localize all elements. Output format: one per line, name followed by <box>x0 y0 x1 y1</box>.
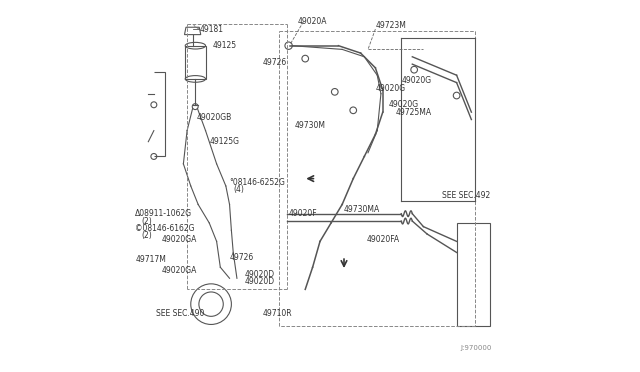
Text: 49726: 49726 <box>230 253 254 263</box>
Text: SEE SEC.490: SEE SEC.490 <box>156 309 204 318</box>
Text: 49730M: 49730M <box>294 121 325 129</box>
Text: 49020F: 49020F <box>289 209 317 218</box>
Text: (2): (2) <box>141 231 152 240</box>
Text: 49717M: 49717M <box>136 255 166 264</box>
Text: (4): (4) <box>233 185 244 194</box>
Text: 49020GA: 49020GA <box>161 235 196 244</box>
Text: 49020G: 49020G <box>401 76 431 85</box>
Text: 49726: 49726 <box>263 58 287 67</box>
Bar <box>185 46 205 79</box>
Text: 49020D: 49020D <box>244 270 275 279</box>
Text: 49020GB: 49020GB <box>196 113 232 122</box>
Text: 49020G: 49020G <box>388 100 419 109</box>
Text: ©08146-6162G: ©08146-6162G <box>136 224 195 233</box>
Text: °08146-6252G: °08146-6252G <box>230 178 285 187</box>
Text: SEE SEC.492: SEE SEC.492 <box>442 191 490 200</box>
Text: J:970000: J:970000 <box>460 346 492 352</box>
Text: 49730MA: 49730MA <box>344 205 380 215</box>
Text: 49723M: 49723M <box>376 21 406 30</box>
Text: 49020FA: 49020FA <box>366 235 399 244</box>
Text: 49125G: 49125G <box>209 137 239 146</box>
Text: 49020D: 49020D <box>244 278 275 286</box>
Text: 49020G: 49020G <box>376 84 406 93</box>
Text: 49020GA: 49020GA <box>161 266 196 275</box>
Text: 49020A: 49020A <box>298 17 327 26</box>
Text: 49181: 49181 <box>200 25 224 33</box>
Text: Δ08911-1062G: Δ08911-1062G <box>136 209 193 218</box>
Text: 49725MA: 49725MA <box>396 108 432 117</box>
Text: (2): (2) <box>141 217 152 225</box>
Text: 49125: 49125 <box>212 41 236 50</box>
Text: 49710R: 49710R <box>263 309 292 318</box>
